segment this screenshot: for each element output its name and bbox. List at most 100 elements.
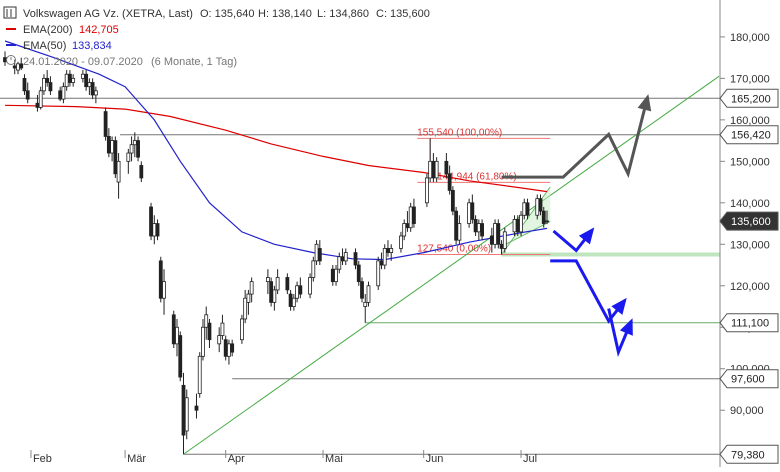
candle-body xyxy=(139,165,144,179)
candles-layer xyxy=(3,51,549,455)
candle-body xyxy=(499,243,504,249)
x-tick-label: Mai xyxy=(325,453,343,465)
candle-body xyxy=(181,384,186,436)
candle-body xyxy=(194,405,199,411)
candle-body xyxy=(538,198,543,212)
scenario-path xyxy=(550,259,627,324)
candle-body xyxy=(444,160,449,175)
candle-body xyxy=(425,177,429,204)
candle-body xyxy=(428,160,433,179)
candle-body xyxy=(106,136,111,154)
candle-body xyxy=(149,206,153,237)
candle-body xyxy=(366,285,371,303)
price-level-value: 79,380 xyxy=(731,449,765,461)
candle-body xyxy=(42,77,46,92)
candle-body xyxy=(450,189,455,212)
candle-body xyxy=(522,202,527,216)
candle-body xyxy=(204,314,209,328)
ohlc-high: H: 138,140 xyxy=(258,8,312,20)
candle-body xyxy=(152,223,157,237)
candle-body xyxy=(35,102,40,108)
price-level-tag xyxy=(719,211,779,231)
candle-body xyxy=(405,223,410,229)
candle-body xyxy=(103,111,108,137)
candle-body xyxy=(87,82,92,88)
candle-body xyxy=(223,339,228,357)
price-level-tag xyxy=(719,444,779,464)
ohlc-close: C: 135,600 xyxy=(376,8,430,20)
candle-body xyxy=(227,343,231,357)
y-tick-label: 150,000 xyxy=(730,156,770,168)
candle-body xyxy=(363,301,368,307)
candle-body xyxy=(220,322,225,336)
candle-body xyxy=(240,318,244,341)
fibonacci-label: 144,944 (61,80%) xyxy=(437,171,517,182)
y-tick-label: 120,000 xyxy=(730,281,770,293)
candle-body xyxy=(272,289,277,303)
ema50-legend-value: 133,834 xyxy=(72,40,112,52)
clock-icon xyxy=(6,55,16,65)
candle-body xyxy=(386,248,390,253)
y-tick-label: 140,000 xyxy=(730,198,770,210)
price-level-tag xyxy=(719,125,779,145)
candle-body xyxy=(285,277,290,291)
candle-body xyxy=(389,248,394,253)
price-level-tag xyxy=(719,88,779,108)
candle-body xyxy=(489,235,494,245)
candle-body xyxy=(201,326,205,357)
candle-body xyxy=(25,90,30,100)
price-level-value: 165,200 xyxy=(731,93,771,105)
candle-body xyxy=(298,285,303,295)
candle-body xyxy=(525,202,530,216)
candle-body xyxy=(113,140,118,175)
x-tick-label: Mär xyxy=(127,453,146,465)
candle-body xyxy=(175,326,179,345)
x-tick-label: Jun xyxy=(426,453,444,465)
candle-body xyxy=(541,210,546,224)
y-tick-label: 130,000 xyxy=(730,239,770,251)
candle-body xyxy=(467,202,472,224)
candle-body xyxy=(330,268,335,283)
candle-body xyxy=(402,223,407,237)
support-zone-band xyxy=(501,252,720,257)
candle-body xyxy=(496,223,501,245)
horizontal-levels-layer xyxy=(0,97,720,455)
candle-body xyxy=(379,260,384,266)
y-tick-label: 170,000 xyxy=(730,73,770,85)
candle-body xyxy=(12,65,17,69)
candle-body xyxy=(38,90,43,108)
chart-header: Volkswagen AG Vz. (XETRA, Last) O: 135,6… xyxy=(3,6,430,68)
candle-body xyxy=(110,140,114,154)
scenario-arrowhead xyxy=(619,318,633,336)
candle-body xyxy=(197,355,202,395)
scenario-arrowhead xyxy=(637,94,652,112)
candle-body xyxy=(356,264,361,283)
y-tick-label: 180,000 xyxy=(730,32,770,44)
candle-body xyxy=(376,260,381,287)
candle-body xyxy=(275,277,280,291)
candle-body xyxy=(217,335,222,345)
candle-body xyxy=(399,235,403,249)
candle-body xyxy=(68,73,72,83)
candle-body xyxy=(334,268,338,283)
candle-body xyxy=(291,297,296,307)
y-tick-label: 90,000 xyxy=(730,405,764,417)
candle-body xyxy=(480,223,484,237)
price-level-value: 111,100 xyxy=(731,318,769,330)
ohlc-low: L: 134,860 xyxy=(317,8,369,20)
candle-body xyxy=(22,77,27,92)
candle-body xyxy=(519,214,523,233)
candle-body xyxy=(454,210,459,241)
candle-body xyxy=(93,90,98,96)
candle-body xyxy=(64,73,69,88)
ema50-legend-name: EMA(50) xyxy=(23,40,66,52)
scenario-path xyxy=(501,96,650,179)
candle-body xyxy=(515,219,520,233)
period-detail: (6 Monate, 1 Tag) xyxy=(151,56,237,68)
candle-body xyxy=(184,397,189,432)
candle-body xyxy=(71,77,76,83)
candle-body xyxy=(476,223,481,233)
candle-body xyxy=(314,243,319,262)
candle-body xyxy=(58,90,63,100)
candle-body xyxy=(158,260,163,299)
